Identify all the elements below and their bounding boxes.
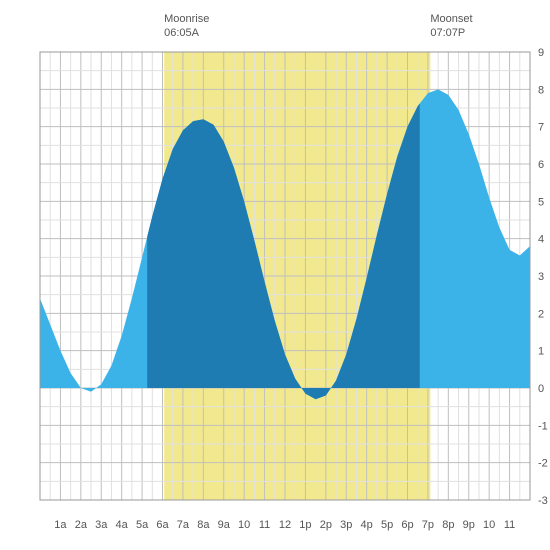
svg-text:7: 7 (538, 122, 544, 134)
svg-text:6p: 6p (401, 519, 413, 531)
svg-text:10: 10 (483, 519, 495, 531)
svg-text:3p: 3p (340, 519, 352, 531)
svg-text:6: 6 (538, 159, 544, 171)
svg-text:1p: 1p (299, 519, 311, 531)
svg-text:4a: 4a (116, 519, 129, 531)
svg-text:9: 9 (538, 47, 544, 59)
svg-text:9a: 9a (218, 519, 231, 531)
moonset-annotation: Moonset 07:07P (430, 12, 472, 41)
moonrise-time: 06:05A (164, 26, 209, 40)
svg-text:7p: 7p (422, 519, 434, 531)
svg-text:11: 11 (504, 519, 515, 531)
svg-text:1: 1 (538, 346, 544, 358)
svg-text:-3: -3 (538, 495, 548, 507)
svg-text:11: 11 (259, 519, 270, 531)
moonrise-label: Moonrise (164, 12, 209, 26)
svg-text:-1: -1 (538, 420, 548, 432)
svg-text:3: 3 (538, 271, 544, 283)
svg-text:3a: 3a (95, 519, 108, 531)
svg-text:8a: 8a (197, 519, 210, 531)
moonset-label: Moonset (430, 12, 472, 26)
svg-text:5a: 5a (136, 519, 149, 531)
svg-text:4: 4 (538, 234, 544, 246)
svg-text:6a: 6a (156, 519, 169, 531)
chart-svg: -3-2-101234567891a2a3a4a5a6a7a8a9a101112… (0, 0, 550, 550)
svg-text:1a: 1a (54, 519, 67, 531)
svg-text:8p: 8p (442, 519, 454, 531)
svg-text:-2: -2 (538, 458, 548, 470)
svg-text:5p: 5p (381, 519, 393, 531)
svg-text:10: 10 (238, 519, 250, 531)
svg-text:12: 12 (279, 519, 291, 531)
svg-text:9p: 9p (463, 519, 475, 531)
svg-text:2a: 2a (75, 519, 88, 531)
tide-chart: -3-2-101234567891a2a3a4a5a6a7a8a9a101112… (0, 0, 550, 550)
svg-text:5: 5 (538, 196, 544, 208)
svg-text:7a: 7a (177, 519, 190, 531)
moonrise-annotation: Moonrise 06:05A (164, 12, 209, 41)
svg-text:4p: 4p (361, 519, 373, 531)
svg-text:2: 2 (538, 308, 544, 320)
moonset-time: 07:07P (430, 26, 472, 40)
svg-text:2p: 2p (320, 519, 332, 531)
svg-text:0: 0 (538, 383, 544, 395)
svg-text:8: 8 (538, 84, 544, 96)
